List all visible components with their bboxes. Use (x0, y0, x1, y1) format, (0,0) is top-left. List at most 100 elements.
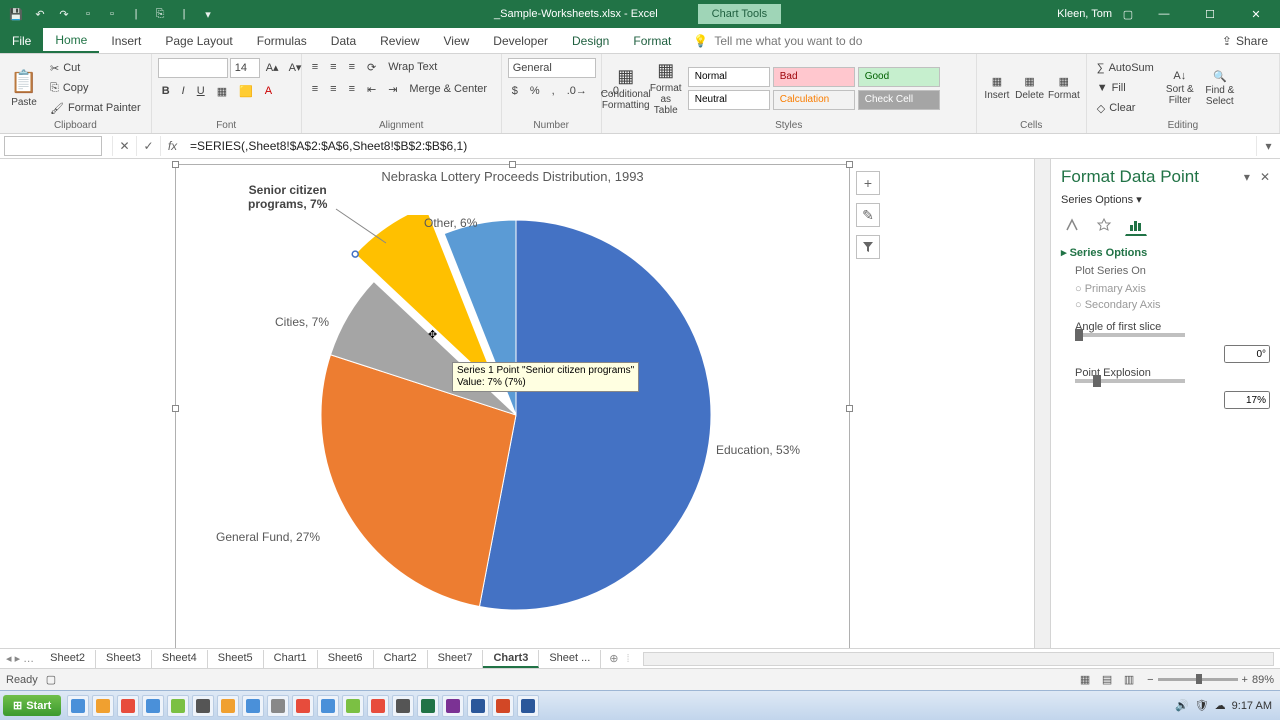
taskbar-app-icon[interactable] (317, 695, 339, 717)
resize-handle[interactable] (172, 405, 179, 412)
tab-view[interactable]: View (432, 28, 482, 53)
paste-button[interactable]: 📋 Paste (6, 60, 42, 116)
taskbar-app-icon[interactable] (467, 695, 489, 717)
expand-formula-button[interactable]: ▾ (1256, 136, 1280, 156)
font-size-combo[interactable]: 14 (230, 58, 260, 78)
share-button[interactable]: ⇪ Share (1210, 28, 1280, 53)
explosion-slider[interactable] (1075, 379, 1185, 383)
qat-dropdown-icon[interactable]: ▾ (198, 4, 218, 24)
resize-handle[interactable] (846, 405, 853, 412)
normal-view-button[interactable]: ▦ (1075, 672, 1095, 688)
taskbar-app-icon[interactable] (292, 695, 314, 717)
data-label-other[interactable]: Other, 6% (424, 216, 477, 230)
sheet-tab[interactable]: Sheet3 (96, 650, 152, 668)
tab-page-layout[interactable]: Page Layout (153, 28, 244, 53)
cell-style-swatch[interactable]: Calculation (773, 90, 855, 110)
maximize-button[interactable]: ☐ (1190, 0, 1230, 28)
fill-line-icon[interactable] (1061, 214, 1083, 236)
page-layout-view-button[interactable]: ▤ (1097, 672, 1117, 688)
resize-handle[interactable] (172, 161, 179, 168)
chart-frame[interactable]: Nebraska Lottery Proceeds Distribution, … (175, 164, 850, 648)
resize-handle[interactable] (509, 161, 516, 168)
qat-btn[interactable]: ▫ (102, 4, 122, 24)
minimize-button[interactable]: — (1144, 0, 1184, 28)
number-format-combo[interactable]: General (508, 58, 596, 78)
cut-button[interactable]: ✂Cut (46, 59, 145, 77)
autosum-button[interactable]: ∑ AutoSum (1093, 59, 1158, 77)
taskbar-app-icon[interactable] (417, 695, 439, 717)
border-button[interactable]: ▦ (213, 82, 231, 100)
save-icon[interactable]: 💾 (6, 4, 26, 24)
sheet-tab[interactable]: Chart2 (374, 650, 428, 668)
comma-button[interactable]: , (548, 82, 559, 100)
tab-formulas[interactable]: Formulas (245, 28, 319, 53)
align-bottom-button[interactable]: ≡ (345, 58, 359, 76)
format-painter-button[interactable]: 🖌Format Painter (46, 99, 145, 117)
font-name-combo[interactable] (158, 58, 228, 78)
cancel-formula-button[interactable]: ✕ (112, 136, 136, 156)
macro-record-icon[interactable]: ▢ (46, 673, 56, 686)
find-select-button[interactable]: 🔍Find & Select (1202, 60, 1238, 116)
series-options-icon[interactable] (1125, 214, 1147, 236)
bold-button[interactable]: B (158, 82, 174, 100)
chart-filters-button[interactable] (856, 235, 880, 259)
indent-left-button[interactable]: ⇤ (363, 80, 380, 98)
zoom-level[interactable]: 89% (1252, 674, 1274, 686)
taskbar-app-icon[interactable] (67, 695, 89, 717)
taskbar-app-icon[interactable] (392, 695, 414, 717)
page-break-view-button[interactable]: ▥ (1119, 672, 1139, 688)
format-as-table-button[interactable]: ▦ Format as Table (648, 60, 684, 116)
pane-options-dropdown-icon[interactable]: ▾ (1244, 170, 1250, 184)
vertical-scrollbar[interactable] (1034, 159, 1050, 648)
fill-button[interactable]: ▼ Fill (1093, 79, 1158, 97)
taskbar-app-icon[interactable] (342, 695, 364, 717)
taskbar-app-icon[interactable] (492, 695, 514, 717)
clear-button[interactable]: ◇ Clear (1093, 99, 1158, 117)
close-button[interactable]: ✕ (1236, 0, 1276, 28)
formula-input[interactable]: =SERIES(,Sheet8!$A$2:$A$6,Sheet8!$B$2:$B… (184, 139, 1256, 153)
touch-mode-icon[interactable]: ⎘ (150, 4, 170, 24)
taskbar-app-icon[interactable] (267, 695, 289, 717)
sheet-tab[interactable]: Sheet5 (208, 650, 264, 668)
align-middle-button[interactable]: ≡ (326, 58, 340, 76)
chart-styles-button[interactable]: ✎ (856, 203, 880, 227)
tray-icon[interactable]: ☁ (1215, 699, 1226, 712)
align-top-button[interactable]: ≡ (308, 58, 322, 76)
cell-styles-gallery[interactable]: NormalBadGood NeutralCalculationCheck Ce… (688, 67, 940, 110)
taskbar-app-icon[interactable] (242, 695, 264, 717)
redo-icon[interactable]: ↷ (54, 4, 74, 24)
sort-filter-button[interactable]: A↓Sort & Filter (1162, 60, 1198, 116)
sheet-tab[interactable]: Sheet2 (40, 650, 96, 668)
tab-data[interactable]: Data (319, 28, 368, 53)
pie-chart[interactable] (316, 215, 716, 615)
sheet-tab[interactable]: Sheet6 (318, 650, 374, 668)
sheet-tab[interactable]: Sheet ... (539, 650, 601, 668)
name-box[interactable] (4, 136, 102, 156)
taskbar-app-icon[interactable] (142, 695, 164, 717)
selection-handle[interactable] (352, 251, 358, 257)
percent-button[interactable]: % (526, 82, 544, 100)
wrap-text-button[interactable]: Wrap Text (384, 58, 441, 76)
pane-close-button[interactable]: ✕ (1260, 170, 1270, 184)
undo-icon[interactable]: ↶ (30, 4, 50, 24)
tab-developer[interactable]: Developer (481, 28, 560, 53)
conditional-formatting-button[interactable]: ▦ Conditional Formatting (608, 60, 644, 116)
taskbar-app-icon[interactable] (167, 695, 189, 717)
cell-style-swatch[interactable]: Normal (688, 67, 770, 87)
delete-cells-button[interactable]: ▦Delete (1015, 60, 1044, 116)
cell-style-swatch[interactable]: Neutral (688, 90, 770, 110)
insert-cells-button[interactable]: ▦Insert (983, 60, 1011, 116)
data-label-education[interactable]: Education, 53% (716, 443, 800, 457)
tab-design[interactable]: Design (560, 28, 621, 53)
taskbar-app-icon[interactable] (517, 695, 539, 717)
insert-function-button[interactable]: fx (160, 136, 184, 156)
angle-value-input[interactable] (1224, 345, 1270, 363)
series-options-section[interactable]: ▸ Series Options (1061, 246, 1270, 259)
account-icon[interactable]: ▢ (1118, 4, 1138, 24)
tab-file[interactable]: File (0, 28, 43, 53)
effects-icon[interactable] (1093, 214, 1115, 236)
cell-style-swatch[interactable]: Good (858, 67, 940, 87)
data-label-general-fund[interactable]: General Fund, 27% (216, 530, 320, 544)
tell-me-search[interactable]: 💡 Tell me what you want to do (683, 28, 1210, 53)
currency-button[interactable]: $ (508, 82, 522, 100)
